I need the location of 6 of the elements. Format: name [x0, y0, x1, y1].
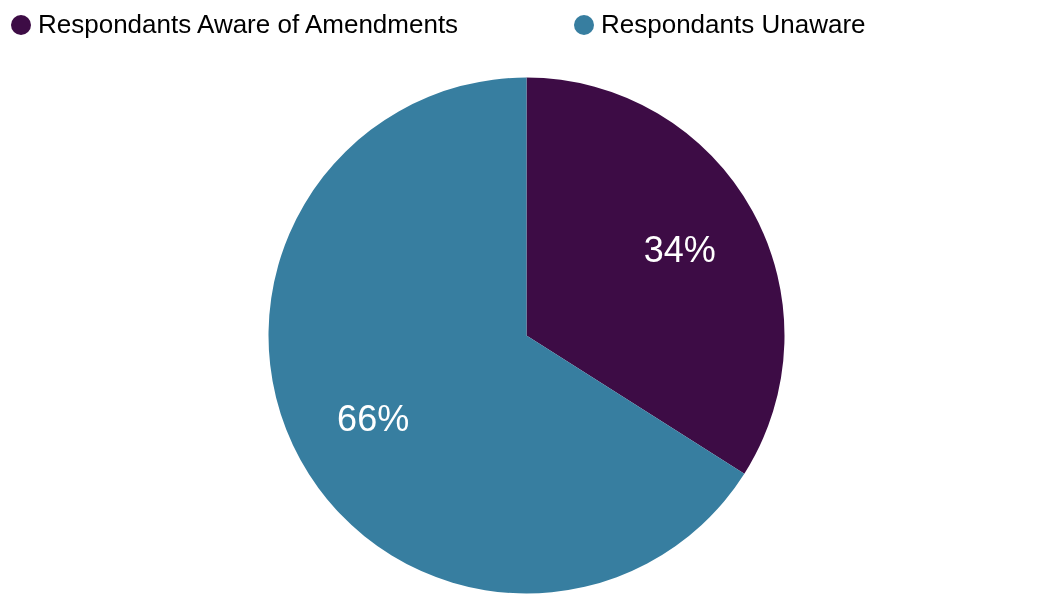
pie-slice: [268, 77, 745, 594]
data-label: 66%: [337, 397, 410, 439]
legend-label: Respondants Aware of Amendments: [38, 9, 459, 39]
data-label: 34%: [643, 229, 716, 271]
legend-label: Respondants Unaware: [601, 9, 866, 39]
pie-slice: [526, 77, 784, 474]
